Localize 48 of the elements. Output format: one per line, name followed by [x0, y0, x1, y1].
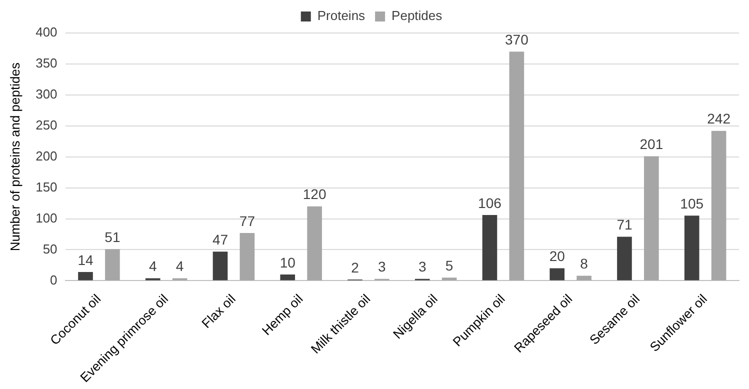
data-label: 3: [378, 258, 386, 275]
data-label: 47: [212, 231, 228, 248]
y-tick-label: 250: [36, 117, 58, 132]
data-label: 51: [104, 228, 120, 245]
bar: [105, 249, 120, 280]
bar: [576, 276, 592, 280]
bar: [711, 130, 726, 280]
data-label: 77: [239, 212, 256, 229]
y-axis-title: Number of proteins and peptides: [7, 62, 22, 252]
x-tick-label: Flax oil: [198, 291, 238, 331]
data-label: 242: [707, 110, 731, 127]
data-label: 4: [176, 258, 184, 274]
bar: [482, 215, 498, 280]
bar: [78, 272, 93, 280]
y-tick-label: 100: [36, 210, 58, 226]
y-tick-label: 300: [36, 86, 58, 102]
data-label: 71: [616, 216, 632, 233]
y-tick-label: 50: [42, 241, 58, 256]
bar: [442, 278, 457, 280]
data-label: 10: [280, 254, 296, 270]
data-label: 20: [549, 248, 566, 264]
legend-label: Proteins: [317, 8, 366, 24]
data-label: 201: [640, 136, 664, 152]
y-tick-label: 200: [36, 148, 58, 164]
bar: [617, 236, 632, 280]
bar: [644, 156, 659, 280]
data-label: 3: [418, 258, 426, 275]
bar: [307, 206, 322, 280]
data-label: 106: [478, 194, 502, 211]
bar: [684, 216, 700, 280]
data-label: 105: [680, 196, 704, 212]
bar: [509, 52, 524, 280]
data-label: 5: [445, 257, 454, 274]
bar: [280, 274, 296, 280]
data-label: 120: [302, 186, 326, 202]
bar: [550, 268, 565, 280]
y-tick-label: 0: [50, 272, 58, 288]
y-tick-label: 350: [36, 56, 58, 71]
data-label: 4: [148, 258, 157, 274]
legend-label: Peptides: [392, 8, 443, 24]
y-tick-label: 400: [36, 24, 58, 40]
data-label: 8: [580, 256, 588, 272]
bar: [240, 233, 255, 280]
bar: [212, 252, 228, 280]
data-label: 2: [351, 259, 360, 276]
data-label: 14: [78, 252, 94, 268]
y-tick-label: 150: [36, 179, 58, 194]
data-label: 370: [504, 31, 529, 48]
